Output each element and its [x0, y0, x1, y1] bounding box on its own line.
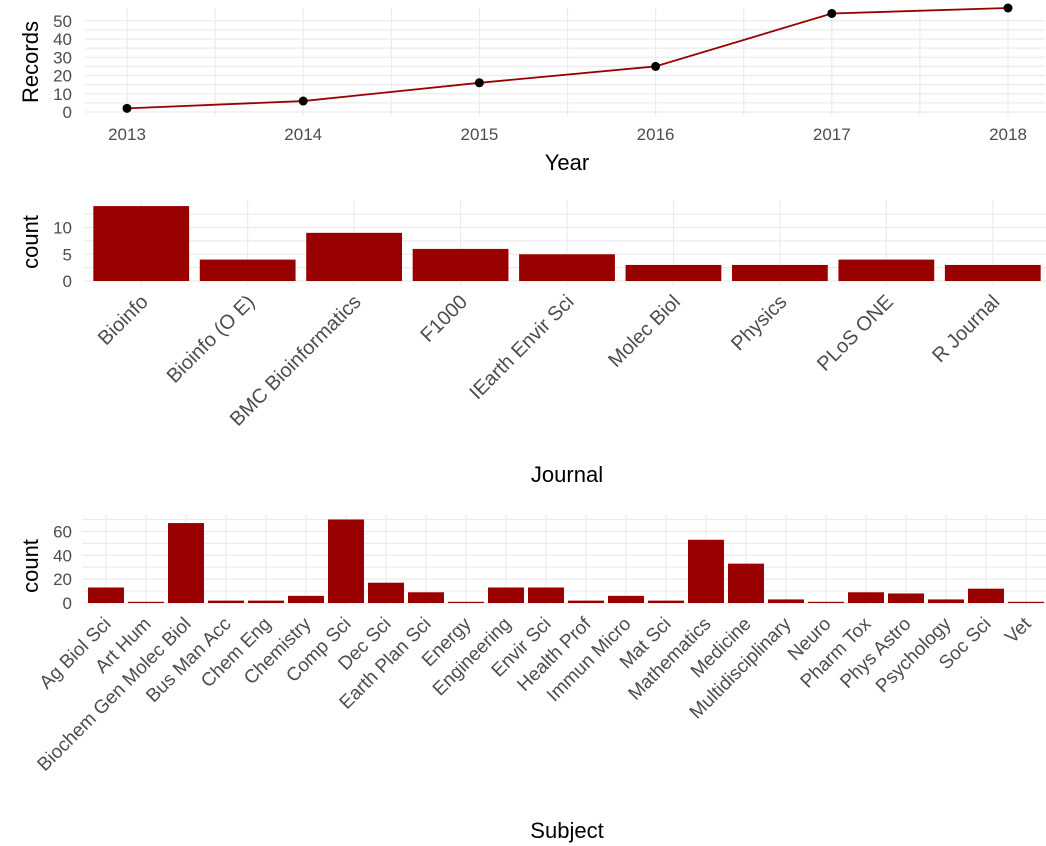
- bar: [412, 248, 509, 281]
- data-point: [827, 8, 837, 18]
- y-axis-title: Records: [18, 21, 43, 103]
- y-tick-label: 50: [53, 12, 72, 31]
- x-tick-label: Bioinfo: [94, 291, 153, 350]
- bar: [168, 523, 204, 603]
- bar: [306, 232, 403, 281]
- y-tick-label: 0: [63, 272, 72, 291]
- bar: [248, 600, 284, 603]
- x-axis-title: Subject: [530, 818, 603, 843]
- bar: [838, 259, 935, 281]
- y-tick-label: 10: [53, 85, 72, 104]
- data-point: [1003, 3, 1013, 13]
- bar: [528, 587, 564, 603]
- x-tick-label: 2015: [460, 125, 498, 144]
- x-tick-label: IEarth Envir Sci: [466, 291, 579, 404]
- bar: [625, 264, 722, 281]
- x-tick-label: Molec Biol: [604, 291, 685, 372]
- bar: [928, 599, 964, 603]
- bar: [408, 592, 444, 603]
- y-tick-label: 30: [53, 48, 72, 67]
- bar: [128, 601, 164, 603]
- y-tick-label: 40: [53, 30, 72, 49]
- bar: [568, 600, 604, 603]
- y-tick-label: 0: [63, 594, 72, 613]
- y-tick-label: 10: [53, 219, 72, 238]
- y-tick-label: 5: [63, 245, 72, 264]
- x-axis-title: Year: [545, 150, 589, 175]
- bar: [808, 601, 844, 603]
- bar: [608, 595, 644, 603]
- bar: [93, 206, 190, 281]
- series-line: [126, 7, 1009, 110]
- x-tick-label: Biochem Gen Molec Biol: [34, 614, 196, 776]
- y-axis-title: count: [18, 539, 43, 593]
- x-axis-title: Journal: [531, 462, 603, 487]
- x-tick-label: Physics: [727, 291, 791, 355]
- data-point: [474, 78, 484, 88]
- y-tick-label: 0: [63, 103, 72, 122]
- x-tick-label: PLoS ONE: [813, 291, 898, 376]
- data-point: [651, 61, 661, 71]
- x-tick-label: 2018: [989, 125, 1027, 144]
- data-point: [122, 103, 132, 113]
- bar: [944, 264, 1041, 281]
- data-point: [298, 96, 308, 106]
- x-tick-label: 2013: [108, 125, 146, 144]
- bar: [88, 587, 124, 603]
- y-tick-label: 40: [53, 546, 72, 565]
- x-tick-label: Vet: [1001, 613, 1036, 648]
- y-tick-label: 60: [53, 522, 72, 541]
- bar: [968, 588, 1004, 603]
- bar: [448, 601, 484, 603]
- bar: [1008, 601, 1044, 603]
- bar: [688, 539, 724, 603]
- y-tick-label: 20: [53, 67, 72, 86]
- bar: [519, 254, 615, 281]
- bar: [648, 600, 684, 603]
- bar: [208, 600, 244, 603]
- bar: [199, 259, 296, 281]
- y-tick-label: 20: [53, 570, 72, 589]
- bar: [848, 592, 884, 603]
- x-tick-label: R Journal: [928, 291, 1004, 367]
- bar: [728, 563, 764, 603]
- x-tick-label: Bioinfo (O E): [163, 291, 260, 388]
- bar: [731, 264, 828, 281]
- x-tick-label: 2016: [637, 125, 675, 144]
- bar: [888, 593, 924, 603]
- bar: [328, 519, 364, 603]
- bar: [768, 599, 804, 603]
- x-tick-label: 2014: [284, 125, 322, 144]
- y-axis-title: count: [18, 215, 43, 269]
- bar: [488, 587, 524, 603]
- bar: [368, 582, 404, 603]
- x-tick-label: F1000: [416, 291, 472, 347]
- x-tick-label: 2017: [813, 125, 851, 144]
- bar: [288, 595, 324, 603]
